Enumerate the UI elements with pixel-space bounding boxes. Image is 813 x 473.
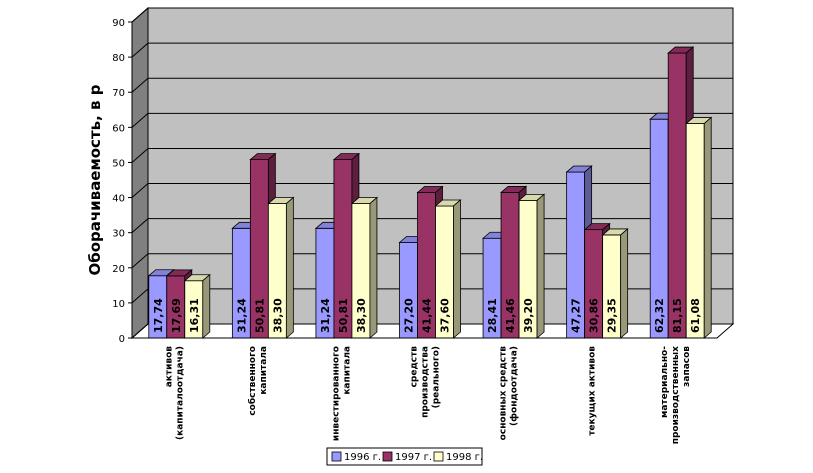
- bar-side: [703, 116, 712, 339]
- bars: [147, 46, 713, 339]
- legend-label: 1998 г.: [446, 452, 483, 463]
- data-label: 16,31: [188, 298, 201, 333]
- legend: 1996 г. 1997 г. 1998 г.: [326, 447, 483, 466]
- bar-side: [536, 193, 545, 339]
- gridline: [131, 77, 733, 93]
- data-label: 31,24: [319, 298, 332, 333]
- bar: [601, 228, 629, 339]
- y-tick-label: 60: [112, 123, 125, 134]
- gridline: [131, 147, 733, 163]
- side-wall: [131, 6, 149, 340]
- y-tick-label: 90: [112, 18, 125, 29]
- data-label: 17,69: [170, 298, 183, 333]
- data-label: 81,15: [671, 298, 684, 333]
- bar-side: [202, 273, 211, 339]
- category-label: (капиталоотдача): [175, 346, 185, 440]
- bar: [685, 116, 713, 339]
- y-tick-label: 0: [119, 334, 125, 345]
- legend-swatch: [433, 451, 444, 462]
- legend-label: 1996 г.: [344, 452, 381, 463]
- y-tick-label: 70: [112, 88, 125, 99]
- y-axis: 0 10 20 30 40 50 60 70 80 90: [112, 18, 133, 345]
- category-label: капитала: [342, 346, 352, 395]
- bar-side: [369, 196, 378, 339]
- data-label: 37,60: [439, 298, 452, 333]
- category-label: активов: [164, 346, 174, 388]
- data-label: 30,86: [588, 298, 601, 333]
- y-tick-label: 10: [112, 299, 125, 310]
- category-label: инвестированного: [331, 346, 341, 441]
- category-label: текущих активов: [588, 346, 598, 436]
- gridline: [131, 7, 733, 23]
- data-label: 41,44: [421, 298, 434, 333]
- data-label: 27,20: [403, 298, 416, 333]
- bar-side: [453, 199, 461, 339]
- category-label: собственного: [247, 346, 258, 416]
- data-label: 38,30: [355, 298, 368, 333]
- legend-swatch: [331, 451, 342, 462]
- category-label: производственных: [671, 346, 681, 444]
- category-label: (фондоотдача): [510, 346, 520, 426]
- data-label: 29,35: [606, 298, 619, 333]
- y-tick-label: 20: [112, 264, 125, 275]
- gridline: [131, 112, 733, 128]
- y-tick-label: 30: [112, 229, 125, 240]
- data-label: 38,30: [271, 298, 284, 333]
- data-label: 17,74: [152, 298, 165, 333]
- legend-swatch: [382, 451, 393, 462]
- y-tick-label: 50: [112, 158, 125, 169]
- bar: [183, 273, 211, 339]
- data-label: 62,32: [653, 298, 666, 333]
- y-tick-label: 40: [112, 194, 125, 205]
- legend-label: 1997 г.: [395, 452, 432, 463]
- data-labels: 17,74 17,69 16,31 31,24 50,81 38,30 31,24 50,81…: [152, 298, 702, 333]
- data-label: 41,46: [504, 298, 517, 333]
- data-label: 61,08: [689, 298, 702, 333]
- y-axis-label: Оборачиваемость, в р: [86, 84, 104, 275]
- category-label: средств: [410, 346, 420, 388]
- data-label: 31,24: [235, 298, 248, 333]
- gridline: [131, 42, 733, 58]
- bar-front: [667, 52, 687, 339]
- category-label: капитала: [259, 346, 269, 395]
- gridline: [131, 183, 733, 198]
- y-tick-label: 80: [112, 53, 125, 64]
- category-label: запасов: [682, 346, 692, 387]
- category-label: материально-: [660, 346, 670, 418]
- category-label: (реального): [432, 346, 442, 408]
- bar-side: [285, 196, 294, 339]
- data-label: 50,81: [253, 298, 266, 333]
- bar: [267, 196, 295, 339]
- data-label: 47,27: [570, 298, 583, 333]
- data-label: 28,41: [486, 298, 499, 333]
- data-label: 39,20: [522, 298, 535, 333]
- bar: [350, 196, 379, 339]
- data-label: 50,81: [337, 298, 350, 333]
- x-axis: активов (капиталоотдача) собственного капит…: [132, 337, 717, 444]
- category-label: основных средств: [499, 346, 509, 441]
- bar-side: [620, 228, 629, 339]
- category-label: производства: [421, 346, 431, 418]
